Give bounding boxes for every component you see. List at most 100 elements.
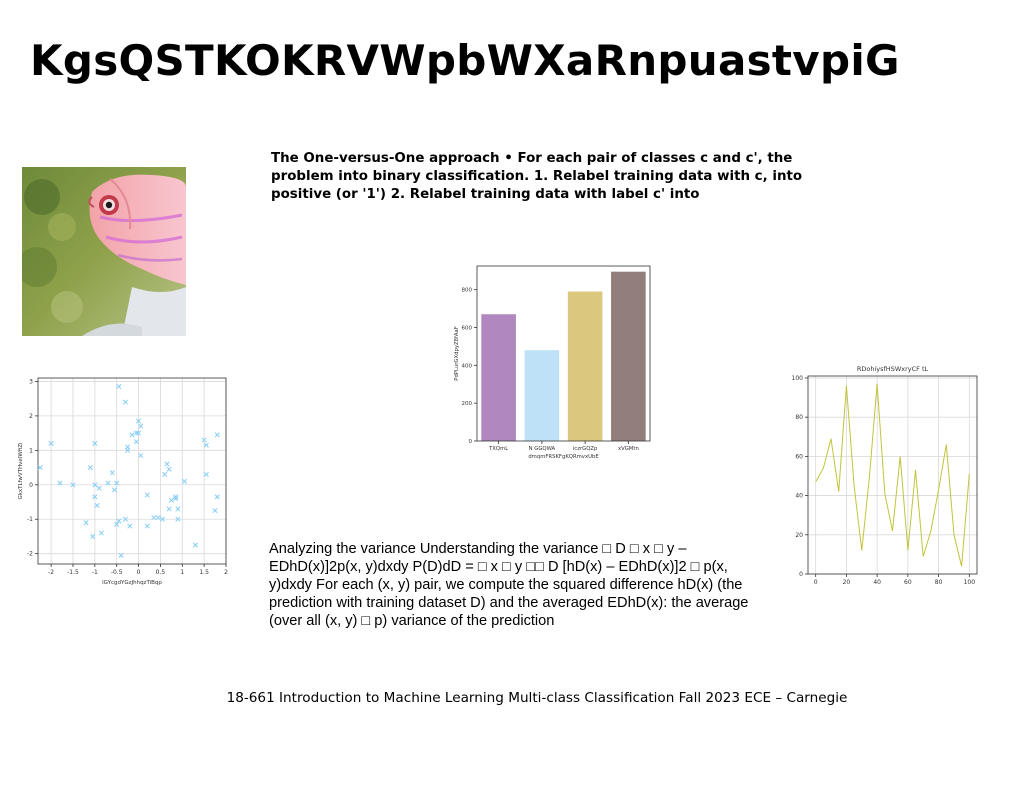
scatter-point bbox=[92, 494, 98, 500]
scatter-point bbox=[166, 506, 172, 512]
scatter-point bbox=[203, 471, 209, 477]
scatter-point bbox=[116, 384, 122, 390]
y-tick-label: 200 bbox=[462, 401, 473, 407]
scatter-point bbox=[96, 485, 102, 491]
scatter-point bbox=[162, 471, 168, 477]
x-tick-label: -0.5 bbox=[111, 569, 123, 576]
category-label: iczrGQZp bbox=[573, 446, 598, 452]
scatter-point bbox=[122, 516, 128, 522]
bar bbox=[567, 291, 603, 441]
x-tick-label: 0 bbox=[814, 579, 818, 586]
plot-frame bbox=[807, 375, 978, 575]
y-tick-label: 20 bbox=[795, 532, 803, 539]
scatter-point bbox=[144, 523, 150, 529]
scatter-point bbox=[114, 480, 120, 486]
scatter-point bbox=[133, 430, 139, 436]
scatter-point bbox=[105, 480, 111, 486]
scatter-point bbox=[116, 518, 122, 524]
category-label: N GGQWA bbox=[529, 446, 556, 452]
y-tick-label: -1 bbox=[27, 516, 33, 523]
scatter-point bbox=[118, 552, 124, 558]
bullet-text: The One-versus-One approach • For each p… bbox=[271, 151, 803, 202]
y-tick-label: 400 bbox=[462, 363, 473, 369]
y-tick-label: -2 bbox=[27, 551, 33, 558]
y-tick-label: 0 bbox=[799, 571, 803, 578]
scatter-point bbox=[70, 482, 76, 488]
scatter-point bbox=[133, 439, 139, 445]
scatter-point bbox=[201, 437, 207, 443]
variance-text: Analyzing the variance Understanding the… bbox=[269, 541, 749, 629]
x-axis-label: dmqmFRSKFgKQRmvxUbE bbox=[528, 454, 599, 460]
y-tick-label: 0 bbox=[469, 439, 473, 445]
x-tick-label: -1 bbox=[92, 569, 98, 576]
category-label: xVGMtn bbox=[618, 446, 639, 452]
y-tick-label: 40 bbox=[795, 493, 803, 500]
scatter-point bbox=[48, 440, 54, 446]
scatter-point bbox=[57, 480, 63, 486]
fish-photo bbox=[22, 167, 186, 336]
scatter-point bbox=[181, 478, 188, 484]
scatter-point bbox=[92, 440, 98, 446]
scatter-point bbox=[136, 418, 142, 424]
scatter-point bbox=[138, 452, 144, 459]
x-tick-label: 40 bbox=[873, 579, 881, 586]
x-tick-label: -1.5 bbox=[67, 569, 79, 576]
scatter-point bbox=[151, 514, 157, 521]
scatter-point bbox=[136, 430, 142, 436]
y-tick-label: 2 bbox=[29, 413, 33, 420]
scatter-point bbox=[114, 521, 120, 527]
scatter-point bbox=[87, 465, 94, 471]
y-tick-label: 0 bbox=[29, 482, 33, 489]
y-tick-label: 100 bbox=[792, 375, 804, 382]
bar-chart: 0 200 400 600 800 TXQmL N GGQWA iczrGQZp xVGMtn d… bbox=[454, 265, 651, 460]
series-line bbox=[815, 383, 970, 567]
scatter-point bbox=[155, 514, 161, 521]
y-axis-label: GkxTLfwVTHvelWfiZi bbox=[18, 442, 24, 500]
scatter-point bbox=[94, 502, 100, 508]
y-tick-label: 800 bbox=[462, 288, 473, 294]
slide-footer: 18-661 Introduction to Machine Learning … bbox=[226, 690, 848, 706]
scatter-point bbox=[212, 508, 218, 514]
scatter-point bbox=[111, 487, 118, 493]
bar bbox=[611, 271, 646, 441]
y-tick-label: 80 bbox=[795, 414, 803, 421]
y-tick-label: 600 bbox=[462, 325, 473, 331]
scatter-point bbox=[214, 494, 220, 500]
scatter-point bbox=[83, 520, 89, 526]
x-tick-label: 60 bbox=[904, 579, 912, 586]
scatter-point bbox=[92, 482, 98, 488]
plot-frame bbox=[476, 265, 651, 442]
scatter-point bbox=[166, 466, 172, 472]
scatter-point bbox=[98, 530, 104, 536]
scatter-point bbox=[175, 516, 181, 522]
x-tick-label: 20 bbox=[843, 579, 851, 586]
y-tick-label: 3 bbox=[29, 378, 33, 385]
y-tick-label: 60 bbox=[795, 453, 803, 460]
scatter-point bbox=[214, 432, 220, 438]
bar bbox=[524, 350, 560, 441]
x-tick-label: -2 bbox=[48, 569, 54, 576]
x-tick-label: 100 bbox=[964, 579, 976, 586]
scatter-point bbox=[192, 542, 198, 548]
scatter-chart: -2 -1.5 -1 -0.5 0 0.5 1 1.5 2 -2 -1 0 1 2 3 lGYcgdYGzJh… bbox=[18, 377, 228, 586]
x-axis-label: lGYcgdYGzJhhqzTiBqp bbox=[102, 580, 162, 586]
scatter-point bbox=[144, 492, 150, 498]
bar bbox=[481, 314, 516, 441]
y-tick-label: 1 bbox=[29, 447, 33, 454]
chart-title: RDohiysfHSWxryCF tL bbox=[857, 365, 929, 373]
scatter-point bbox=[173, 494, 179, 500]
category-label: TXQmL bbox=[488, 446, 508, 452]
scatter-point bbox=[90, 533, 96, 539]
scatter-point bbox=[125, 447, 131, 453]
scatter-point bbox=[109, 470, 115, 476]
scatter-point bbox=[138, 423, 144, 429]
scatter-point bbox=[168, 497, 174, 503]
line-chart: 0 20 40 60 80 100 0 20 40 60 80 100 RDohiysfHSWxryCF… bbox=[792, 365, 978, 586]
x-tick-label: 1 bbox=[180, 569, 184, 576]
y-axis-label: PdPLurGXdpyZ8fAaF bbox=[454, 326, 460, 381]
scatter-point bbox=[37, 465, 43, 471]
x-tick-label: 2 bbox=[224, 569, 228, 576]
scatter-point bbox=[164, 461, 170, 467]
scatter-point bbox=[160, 516, 166, 522]
scatter-point bbox=[203, 442, 209, 448]
